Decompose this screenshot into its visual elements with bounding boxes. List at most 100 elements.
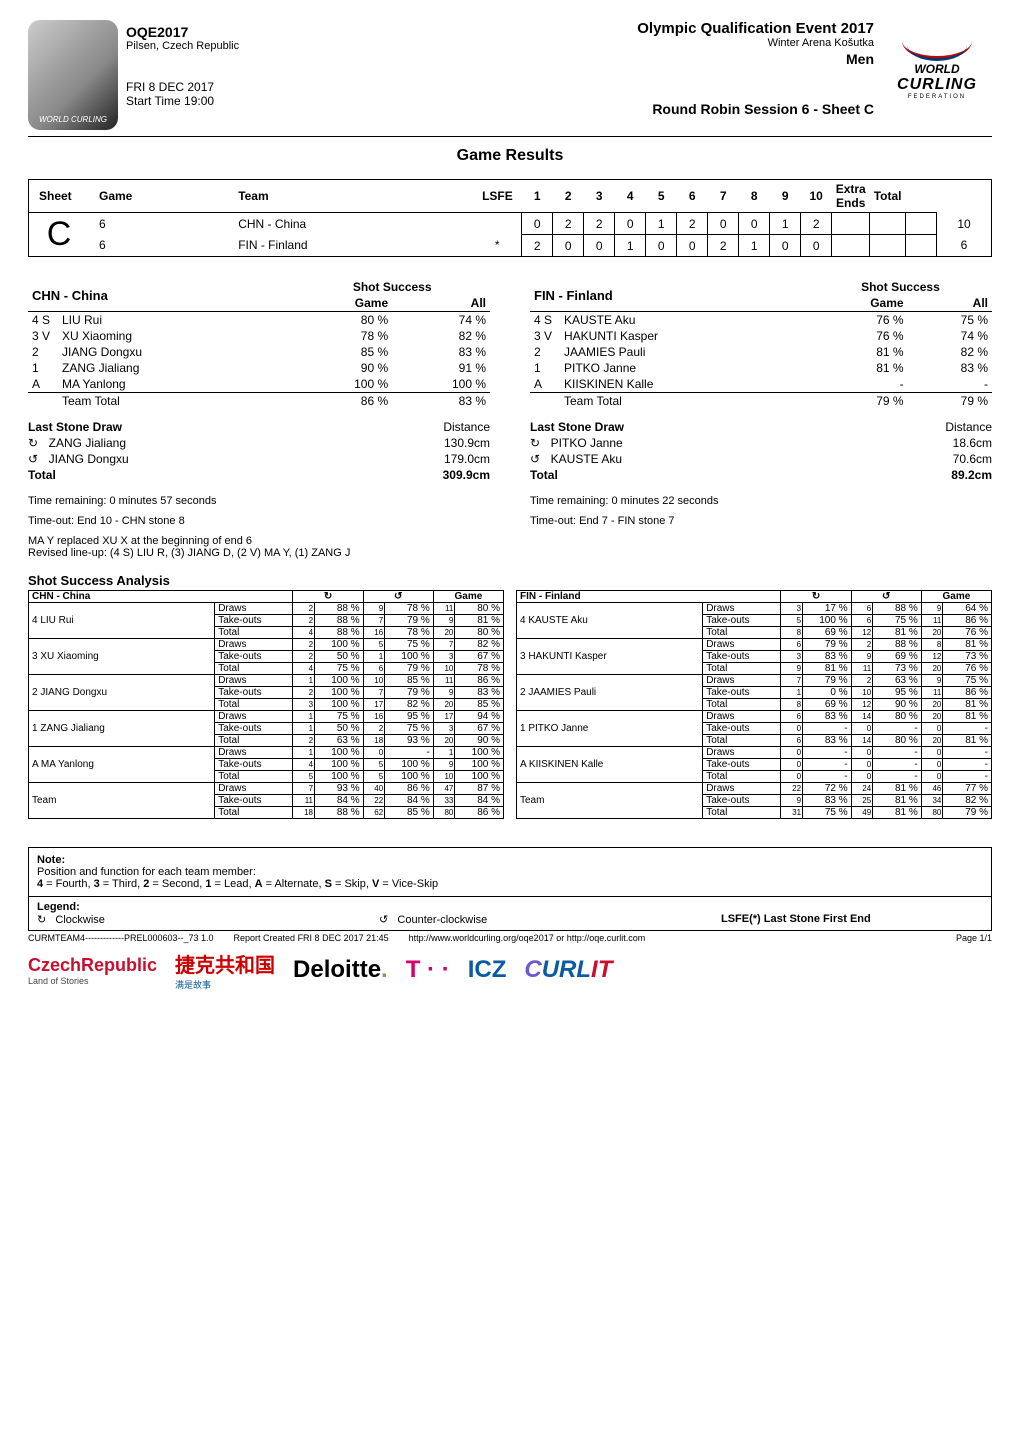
- lsd-distance: 130.9cm: [444, 436, 490, 450]
- ssa-count: 7: [781, 675, 803, 687]
- ssa-count: 40: [363, 783, 385, 795]
- cw-icon: ↻: [37, 914, 46, 926]
- ssa-group-head: ↻: [293, 591, 363, 603]
- event-code: OQE2017: [126, 24, 239, 40]
- player-game-pct: -: [809, 376, 908, 393]
- ssa-pct: 80 %: [455, 627, 504, 639]
- ssa-pct: 100 %: [315, 699, 364, 711]
- ssa-pct: 81 %: [943, 711, 992, 723]
- ssa-count: 2: [363, 723, 385, 735]
- ssa-pct: -: [803, 723, 852, 735]
- ssa-pct: 88 %: [315, 615, 364, 627]
- ssa-row-type: Total: [215, 663, 293, 675]
- end-score: 2: [801, 213, 832, 235]
- ssa-player-head: A KIISKINEN Kalle: [517, 747, 703, 783]
- ssa-count: 49: [851, 807, 873, 819]
- ssa-group-head: Game: [921, 591, 991, 603]
- ssa-count: 14: [851, 711, 873, 723]
- ssa-player-head: 1 PITKO Janne: [517, 711, 703, 747]
- ssa-count: 2: [293, 735, 315, 747]
- ssa-pct: 100 %: [315, 639, 364, 651]
- player-game-pct: 76 %: [809, 328, 908, 344]
- player-row: 4 SKAUSTE Aku: [530, 312, 809, 329]
- extra-end: [832, 235, 870, 257]
- player-game-pct: 76 %: [809, 312, 908, 329]
- ssa-pct: -: [943, 723, 992, 735]
- ssa-pct: 81 %: [943, 735, 992, 747]
- ssa-group-head: ↺: [851, 591, 921, 603]
- ssa-pct: 69 %: [803, 699, 852, 711]
- ssa-count: 2: [851, 675, 873, 687]
- ssa-row-type: Take-outs: [703, 651, 781, 663]
- ssa-count: 9: [921, 603, 943, 615]
- ssa-row-type: Draws: [215, 711, 293, 723]
- ssa-pct: 69 %: [873, 651, 922, 663]
- ssa-count: 1: [293, 675, 315, 687]
- linescore-col: Total: [870, 180, 906, 213]
- ssa-count: 0: [921, 759, 943, 771]
- total-score: 6: [937, 235, 992, 257]
- end-score: 1: [770, 213, 801, 235]
- ssa-pct: 85 %: [385, 807, 434, 819]
- ssa-count: 0: [851, 771, 873, 783]
- ssa-row-type: Total: [215, 807, 293, 819]
- ssa-row-type: Total: [703, 663, 781, 675]
- ssa-player-head: 4 KAUSTE Aku: [517, 603, 703, 639]
- ssa-pct: 81 %: [943, 639, 992, 651]
- ssa-count: 22: [781, 783, 803, 795]
- ssa-count: 9: [851, 651, 873, 663]
- ssa-count: 10: [363, 675, 385, 687]
- ssa-pct: -: [873, 759, 922, 771]
- linescore-col: Extra Ends: [832, 180, 870, 213]
- team-name: FIN - Finland: [228, 235, 473, 257]
- linescore-col: LSFE: [473, 180, 522, 213]
- ssa-count: 7: [363, 687, 385, 699]
- end-score: 0: [584, 235, 615, 257]
- ssa-group-head: ↺: [363, 591, 433, 603]
- lsd-distance: 18.6cm: [953, 436, 992, 450]
- timeout-left: Time-out: End 10 - CHN stone 8: [28, 515, 490, 527]
- event-date: FRI 8 DEC 2017: [126, 80, 239, 94]
- ssa-pct: 81 %: [873, 783, 922, 795]
- ssa-count: 7: [433, 639, 455, 651]
- distance-label: Distance: [443, 420, 490, 434]
- ssa-count: 20: [921, 627, 943, 639]
- ssa-row-type: Draws: [215, 675, 293, 687]
- sheet-letter: C: [29, 213, 90, 257]
- ssa-count: 4: [293, 627, 315, 639]
- lsd-title: Last Stone Draw: [530, 420, 624, 434]
- ssa-count: 4: [293, 759, 315, 771]
- ssa-pct: 100 %: [385, 759, 434, 771]
- ssa-row-type: Draws: [703, 603, 781, 615]
- linescore-col: 8: [739, 180, 770, 213]
- player-row: 2JAAMIES Pauli: [530, 344, 809, 360]
- ssa-count: 5: [363, 639, 385, 651]
- end-score: 1: [739, 235, 770, 257]
- ssa-pct: 75 %: [385, 639, 434, 651]
- logo-czechrepublic: CzechRepublic Land of Stories: [28, 955, 157, 986]
- ssa-row-type: Draws: [703, 675, 781, 687]
- ssa-pct: 81 %: [943, 699, 992, 711]
- ssa-pct: 82 %: [385, 699, 434, 711]
- ssa-pct: 93 %: [385, 735, 434, 747]
- ssa-pct: 88 %: [873, 639, 922, 651]
- player-all-pct: 82 %: [392, 328, 490, 344]
- ssa-pct: -: [873, 747, 922, 759]
- ssa-row-type: Draws: [703, 639, 781, 651]
- ssa-count: 3: [433, 651, 455, 663]
- ssa-count: 20: [433, 735, 455, 747]
- ssa-count: 6: [781, 735, 803, 747]
- ssa-count: 5: [781, 615, 803, 627]
- ssa-count: 11: [921, 615, 943, 627]
- ssa-player-head: 3 XU Xiaoming: [29, 639, 215, 675]
- end-score: 0: [801, 235, 832, 257]
- ssa-count: 20: [921, 735, 943, 747]
- player-row: 3 VHAKUNTI Kasper: [530, 328, 809, 344]
- linescore-col: 7: [708, 180, 739, 213]
- ssa-player-head: Team: [29, 783, 215, 819]
- ssa-pct: 93 %: [315, 783, 364, 795]
- footer-line: CURMTEAM4-------------PREL000603--_73 1.…: [28, 933, 992, 943]
- lsd-title: Last Stone Draw: [28, 420, 122, 434]
- ssa-count: 11: [851, 663, 873, 675]
- ssa-pct: 75 %: [385, 723, 434, 735]
